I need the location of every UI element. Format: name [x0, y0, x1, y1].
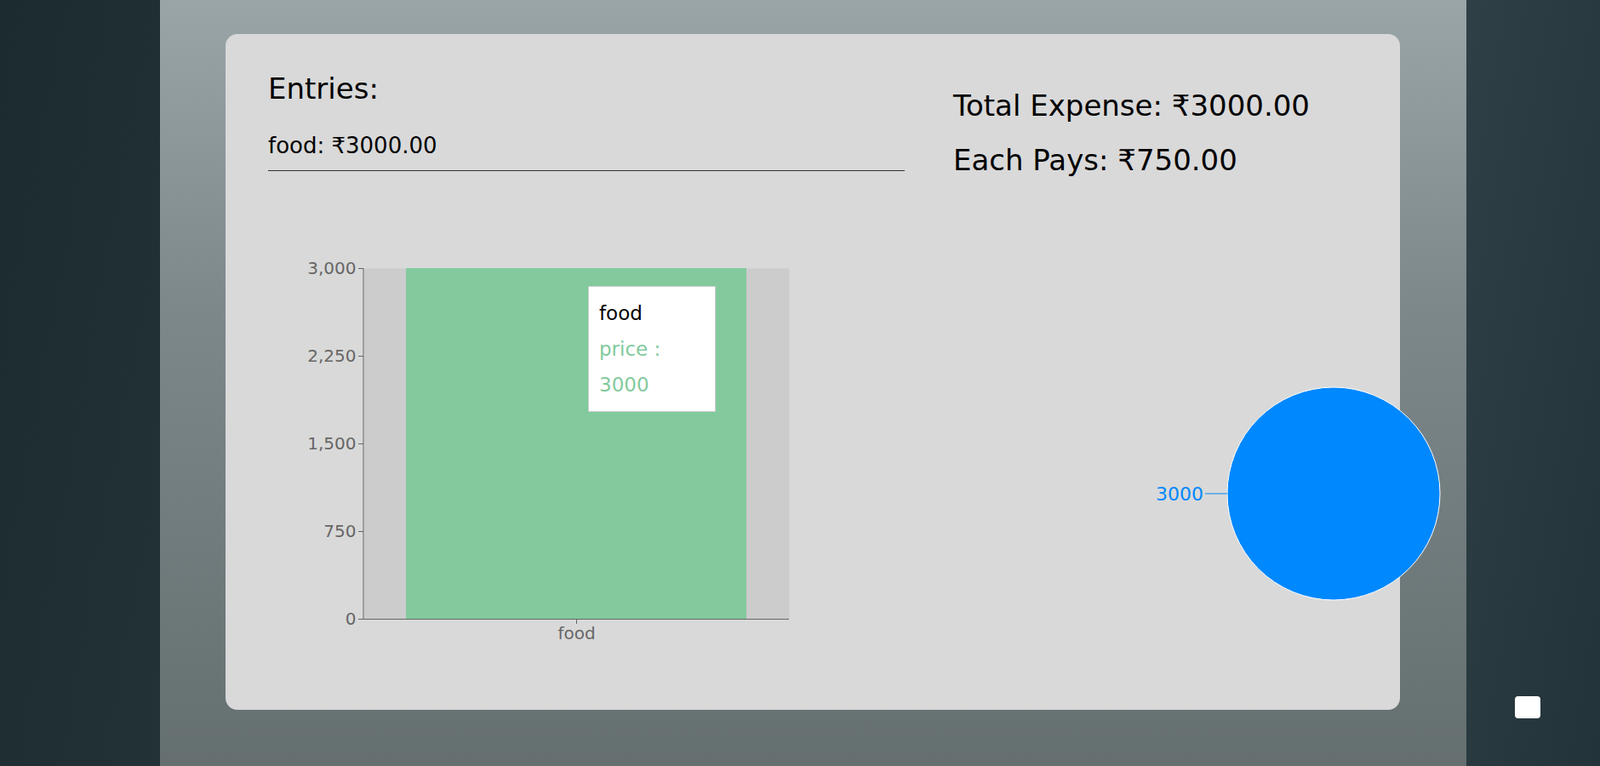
html-text:price : 3000: price : 3000	[599, 337, 661, 396]
svg-text:0: 0	[345, 608, 357, 629]
svg-text:food: food	[557, 622, 595, 644]
html-text:Each Pays: ₹750.00: Each Pays: ₹750.00	[953, 142, 1238, 178]
svg-text:1,500: 1,500	[307, 433, 356, 454]
svg-text:3,000: 3,000	[307, 257, 356, 279]
html-text:Total Expense: ₹3000.00: Total Expense: ₹3000.00	[953, 88, 1310, 123]
html-text:Entries:: Entries:	[268, 71, 379, 106]
svg-text:3000: 3000	[1155, 483, 1204, 505]
html-text:food: food	[599, 302, 643, 325]
html-text:food: ₹3000.00: food: ₹3000.00	[268, 132, 438, 159]
svg-text:2,250: 2,250	[307, 345, 356, 366]
svg-text:750: 750	[323, 520, 356, 542]
